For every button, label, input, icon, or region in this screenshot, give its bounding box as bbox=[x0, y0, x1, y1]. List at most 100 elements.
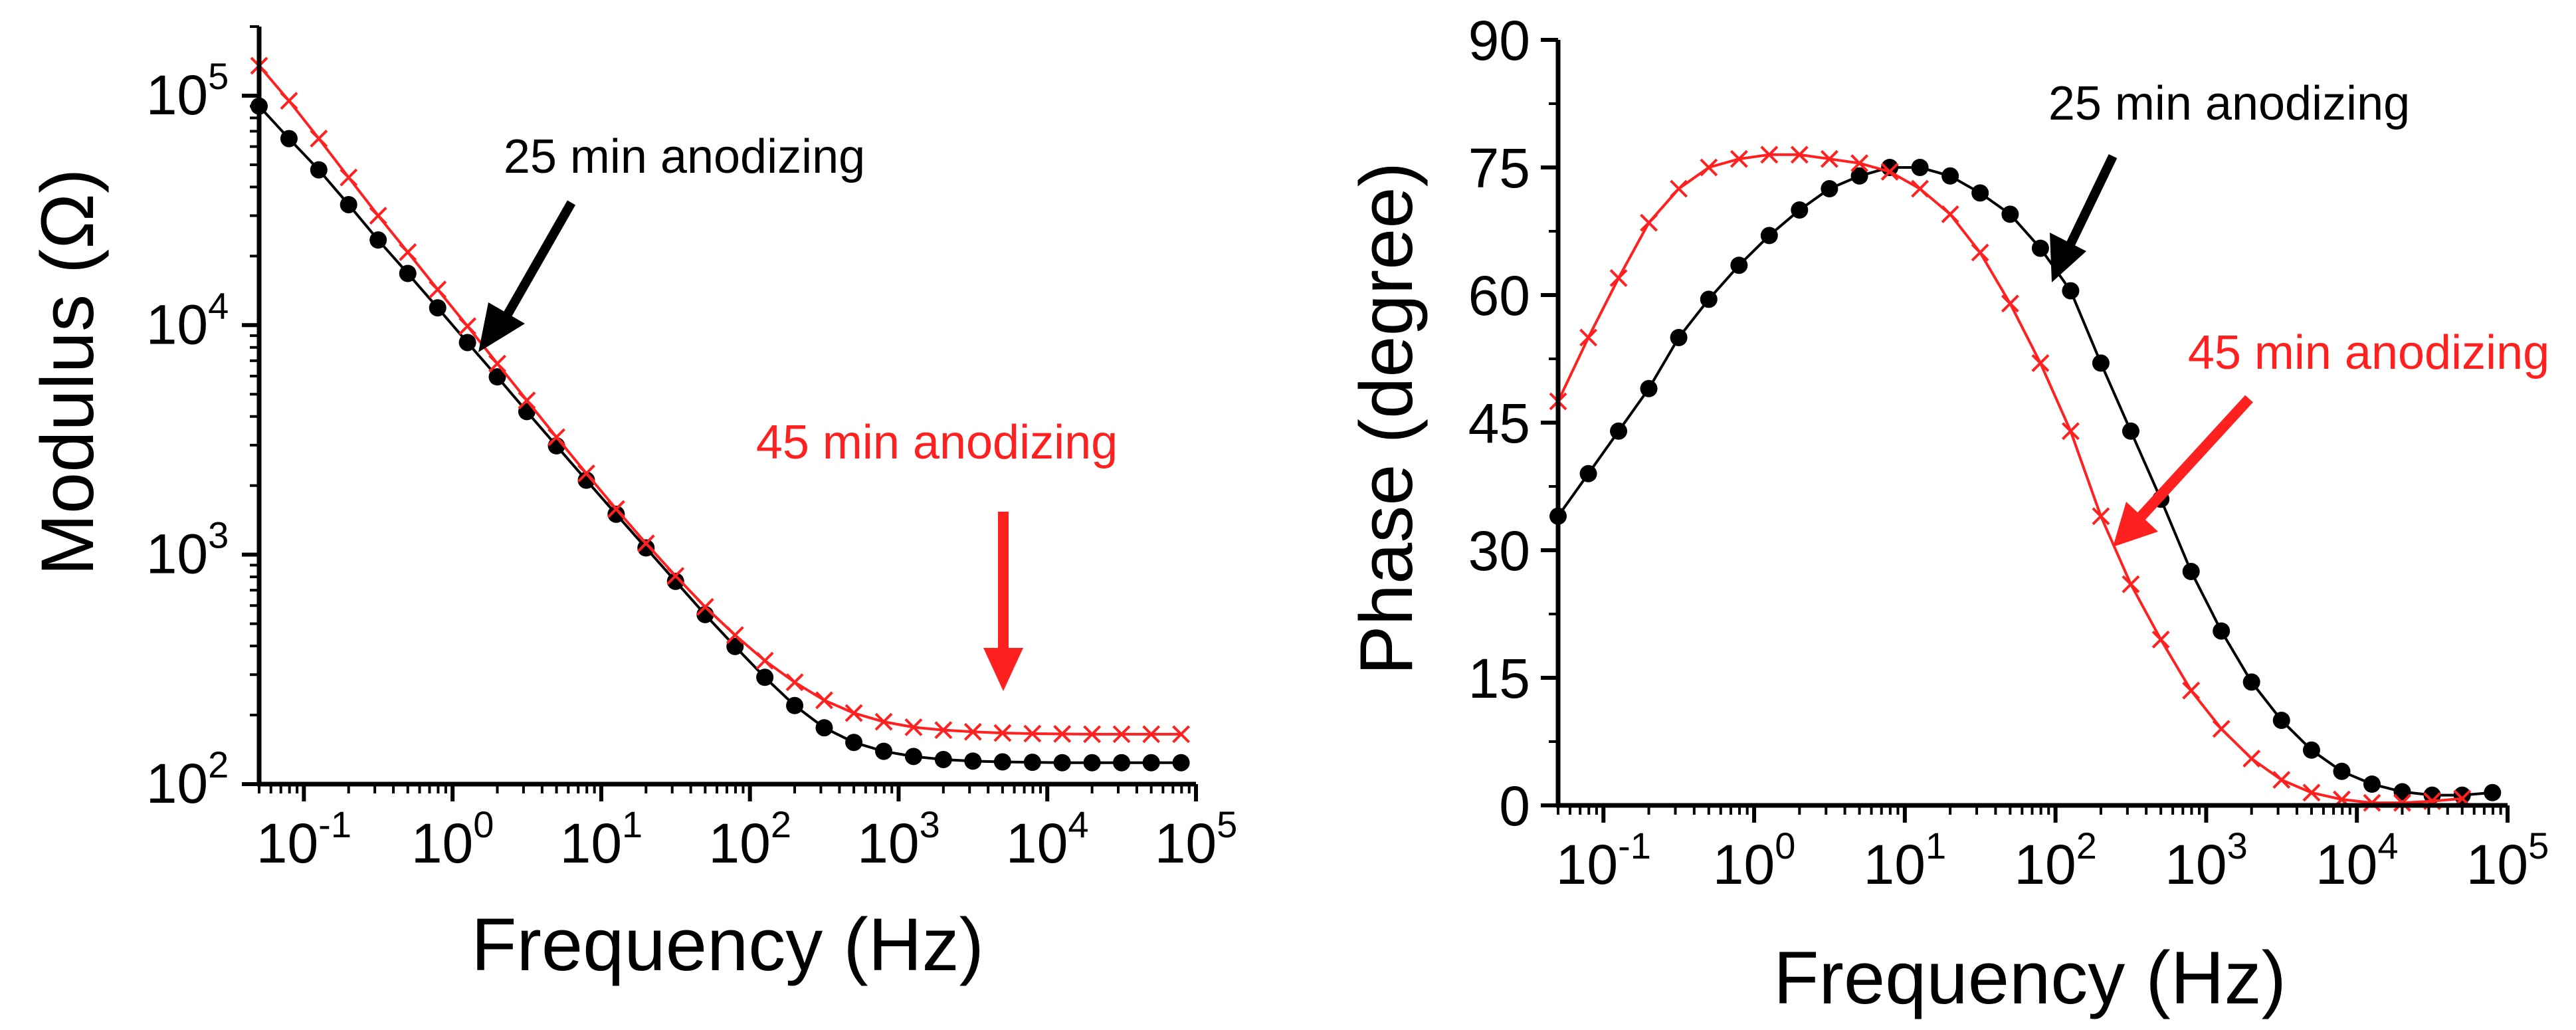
modulus-data-point bbox=[280, 92, 298, 110]
phase-y-tick-label: 60 bbox=[1468, 264, 1530, 327]
tick-exponent: 4 bbox=[2377, 825, 2398, 867]
phase-y-tick-label: 15 bbox=[1468, 647, 1530, 710]
phase-data-point bbox=[2001, 294, 2019, 313]
modulus-data-point bbox=[934, 750, 952, 768]
tick-exponent: 1 bbox=[622, 803, 643, 845]
modulus-annotation-25min: 25 min anodizing bbox=[504, 130, 865, 183]
tick-base: 10 bbox=[2316, 833, 2377, 896]
marker-stroke bbox=[1850, 154, 1868, 173]
tick-exponent: 0 bbox=[1775, 825, 1795, 867]
phase-data-point bbox=[1760, 227, 1778, 245]
phase-data-point bbox=[2393, 783, 2411, 801]
phase-data-point bbox=[2363, 775, 2381, 793]
modulus-data-point bbox=[904, 718, 923, 736]
phase-data-point bbox=[1941, 167, 1959, 185]
modulus-data-point bbox=[785, 673, 804, 692]
modulus-series-25min bbox=[250, 97, 1190, 772]
modulus-x-tick-label: 103 bbox=[857, 803, 940, 875]
modulus-data-point bbox=[696, 597, 714, 616]
modulus-data-point bbox=[845, 734, 863, 752]
tick-base: 10 bbox=[1556, 833, 1618, 896]
phase-x-tick-label: 100 bbox=[1713, 825, 1796, 896]
phase-data-point bbox=[2151, 630, 2170, 649]
modulus-data-point bbox=[607, 505, 625, 523]
marker-stroke bbox=[2122, 575, 2140, 593]
modulus-data-point bbox=[607, 500, 625, 518]
modulus-data-point bbox=[399, 243, 417, 261]
marker-stroke bbox=[1112, 725, 1131, 744]
marker-stroke bbox=[2182, 681, 2201, 700]
marker-stroke bbox=[2212, 720, 2230, 738]
tick-base: 10 bbox=[1155, 812, 1217, 875]
phase-x-tick-label: 10-1 bbox=[1556, 825, 1651, 896]
tick-exponent: 2 bbox=[771, 803, 791, 845]
phase-data-point bbox=[1609, 268, 1628, 287]
modulus-data-point bbox=[458, 317, 477, 336]
phase-x-tick-label: 102 bbox=[2014, 825, 2097, 896]
phase-data-point bbox=[1850, 154, 1868, 173]
marker-stroke bbox=[993, 724, 1012, 742]
tick-base: 10 bbox=[146, 64, 208, 126]
phase-data-point bbox=[1791, 201, 1809, 219]
modulus-data-point bbox=[1142, 754, 1160, 772]
phase-data-point bbox=[2182, 681, 2201, 700]
modulus-data-point bbox=[815, 691, 833, 710]
phase-data-point bbox=[1700, 158, 1718, 177]
phase-data-point bbox=[2363, 793, 2381, 812]
phase-arrow-25min bbox=[2050, 154, 2118, 282]
phase-data-point bbox=[1971, 243, 1989, 262]
marker-stroke bbox=[280, 92, 298, 110]
tick-exponent: 5 bbox=[2528, 825, 2549, 867]
marker-stroke bbox=[1790, 146, 1809, 164]
phase-data-point bbox=[2031, 239, 2049, 257]
marker-stroke bbox=[547, 428, 565, 447]
phase-x-axis-title: Frequency (Hz) bbox=[1773, 936, 2286, 1019]
marker-stroke bbox=[2151, 630, 2170, 649]
modulus-y-tick-label: 103 bbox=[146, 514, 229, 585]
marker-stroke bbox=[904, 718, 923, 736]
phase-data-point bbox=[1971, 184, 1989, 202]
phase-data-point bbox=[1880, 162, 1899, 181]
marker-stroke bbox=[1971, 243, 1989, 262]
phase-data-point bbox=[2272, 771, 2291, 789]
phase-x-tick-label: 101 bbox=[1864, 825, 1947, 896]
phase-annotation-25min: 25 min anodizing bbox=[2048, 77, 2410, 130]
modulus-data-point bbox=[1083, 725, 1102, 744]
modulus-data-point bbox=[1142, 725, 1161, 744]
modulus-data-point bbox=[1053, 725, 1072, 743]
modulus-data-point bbox=[726, 626, 744, 645]
tick-exponent: 5 bbox=[1217, 803, 1237, 845]
modulus-data-point bbox=[934, 721, 953, 740]
phase-data-point bbox=[2001, 205, 2019, 223]
marker-stroke bbox=[1172, 725, 1190, 744]
tick-exponent: -1 bbox=[318, 803, 351, 845]
tick-exponent: 3 bbox=[920, 803, 940, 845]
phase-data-point bbox=[1670, 179, 1688, 198]
marker-stroke bbox=[310, 130, 328, 148]
marker-stroke bbox=[2031, 354, 2050, 372]
marker-stroke bbox=[2393, 793, 2411, 812]
tick-base: 10 bbox=[2014, 833, 2076, 896]
phase-x-tick-label: 103 bbox=[2165, 825, 2248, 896]
phase-data-point bbox=[1730, 150, 1748, 168]
marker-stroke bbox=[874, 712, 893, 731]
modulus-data-point bbox=[280, 130, 298, 148]
modulus-y-axis-title: Modulus (Ω) bbox=[26, 169, 109, 576]
phase-y-axis-title: Phase (degree) bbox=[1345, 162, 1428, 675]
phase-data-point bbox=[1640, 213, 1658, 232]
modulus-data-point bbox=[964, 752, 982, 770]
phase-data-point bbox=[2092, 354, 2110, 372]
marker-stroke bbox=[2001, 294, 2019, 313]
phase-data-point bbox=[1821, 180, 1838, 197]
phase-data-point bbox=[2453, 786, 2471, 804]
phase-data-point bbox=[1640, 379, 1658, 397]
phase-y-tick-label: 0 bbox=[1499, 775, 1530, 837]
modulus-data-point bbox=[340, 168, 358, 187]
phase-data-point bbox=[1610, 422, 1628, 440]
modulus-data-point bbox=[1172, 725, 1190, 744]
tick-exponent: 0 bbox=[473, 803, 494, 845]
modulus-x-tick-label: 102 bbox=[708, 803, 791, 875]
